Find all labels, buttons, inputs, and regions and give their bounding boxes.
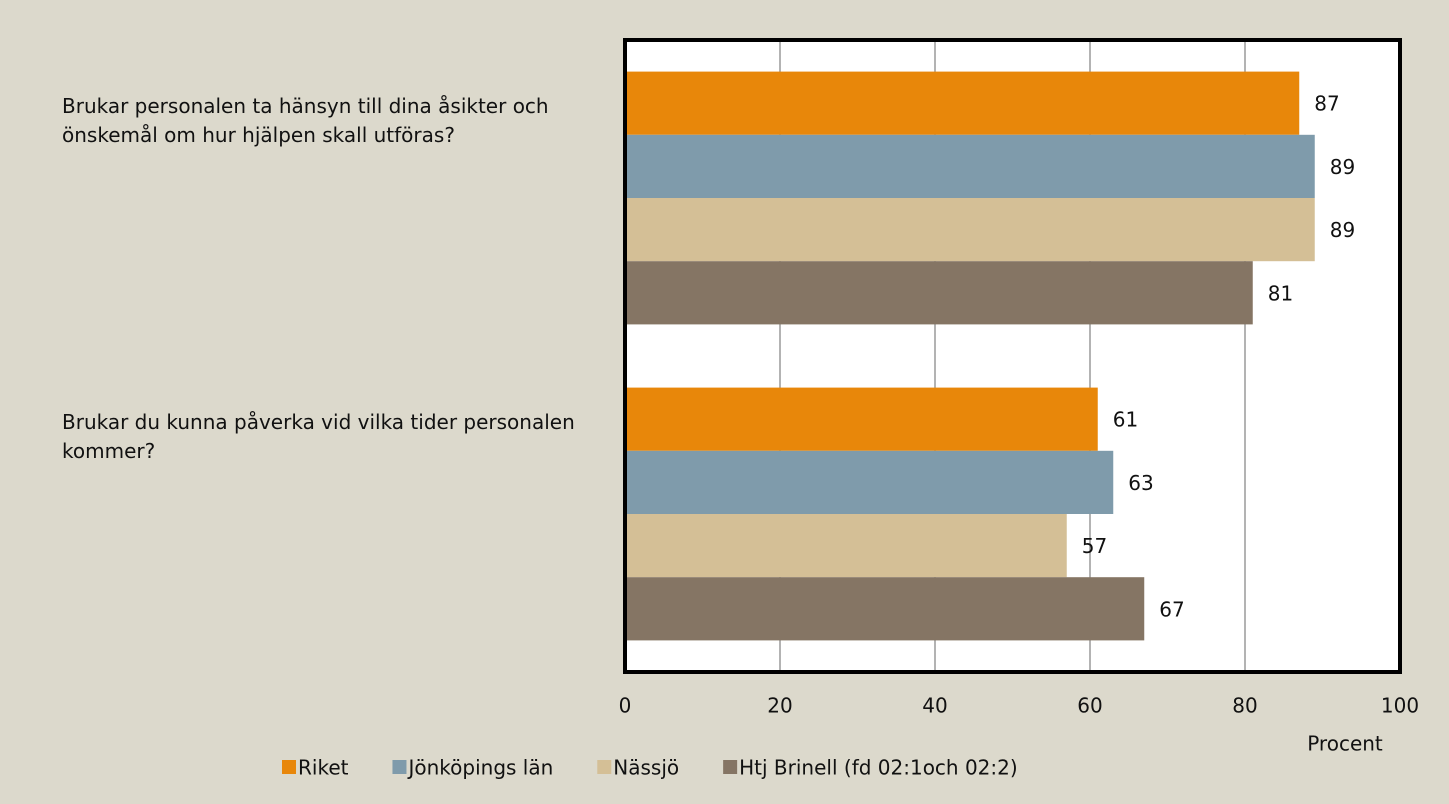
x-tick-label: 100 — [1381, 694, 1419, 718]
data-label: 61 — [1113, 408, 1138, 432]
data-label: 81 — [1268, 281, 1293, 305]
legend-label: Jönköpings län — [406, 756, 553, 780]
legend-swatch — [723, 760, 738, 774]
x-tick-label: 80 — [1232, 694, 1257, 718]
bar — [625, 387, 1098, 451]
bar — [625, 71, 1300, 135]
bar — [625, 261, 1253, 325]
bar — [625, 134, 1315, 198]
legend-label: Nässjö — [613, 756, 679, 780]
data-label: 63 — [1128, 471, 1153, 495]
legend-swatch — [392, 760, 407, 774]
legend-swatch — [597, 760, 612, 774]
plot-border — [623, 38, 1402, 674]
y-tick-label: Brukar personalen ta hänsyn till dina ås… — [62, 94, 549, 147]
data-label: 89 — [1330, 155, 1355, 179]
bar — [625, 450, 1114, 514]
legend-label: Riket — [298, 756, 349, 780]
bar — [625, 577, 1145, 641]
y-tick-label: Brukar du kunna påverka vid vilka tider … — [62, 410, 575, 463]
data-label: 67 — [1159, 597, 1184, 621]
data-label: 57 — [1082, 534, 1107, 558]
x-tick-label: 20 — [767, 694, 792, 718]
legend-swatch — [282, 760, 296, 774]
legend-label: Htj Brinell (fd 02:1och 02:2) — [739, 756, 1018, 780]
x-axis-label: Procent — [1307, 732, 1383, 756]
data-label: 87 — [1314, 92, 1339, 116]
x-tick-label: 60 — [1077, 694, 1102, 718]
x-tick-label: 0 — [619, 694, 632, 718]
category-label-box: Brukar du kunna påverka vid vilka tider … — [62, 410, 575, 463]
data-label: 89 — [1330, 218, 1355, 242]
bar — [625, 198, 1315, 262]
bar — [625, 514, 1067, 578]
x-tick-label: 40 — [922, 694, 947, 718]
category-label-box: Brukar personalen ta hänsyn till dina ås… — [62, 94, 549, 147]
